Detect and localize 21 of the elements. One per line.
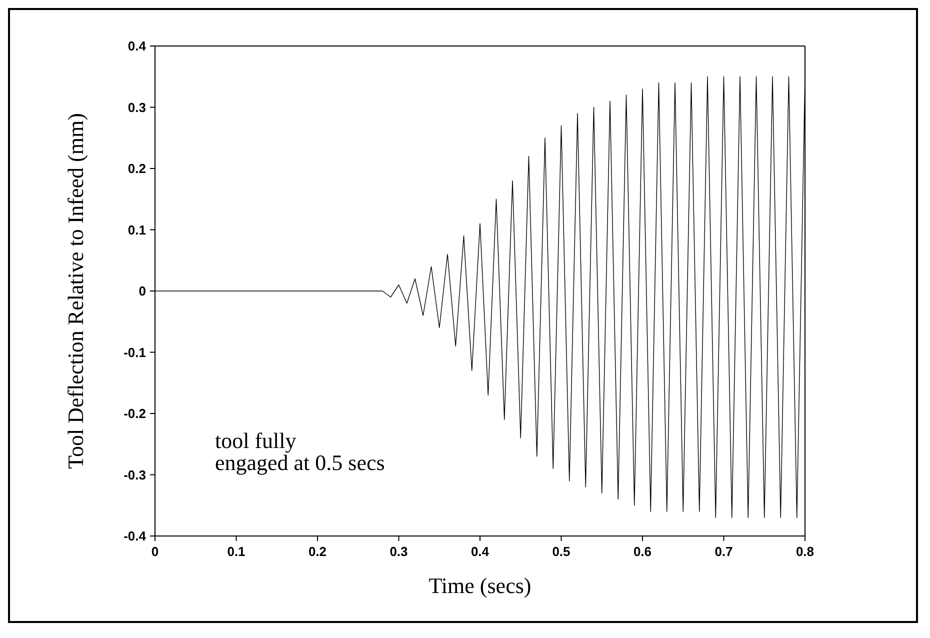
annotation: tool fully engaged at 0.5 secs bbox=[215, 428, 385, 475]
x-tick-label: 0 bbox=[151, 544, 159, 560]
y-tick-label: -0.1 bbox=[124, 344, 146, 360]
x-tick-label: 0.2 bbox=[308, 544, 327, 560]
x-tick-label: 0.8 bbox=[796, 544, 814, 560]
x-axis-title: Time (secs) bbox=[428, 573, 532, 598]
y-tick-label: 0.3 bbox=[128, 100, 146, 115]
y-tick-label: 0 bbox=[138, 284, 146, 299]
y-tick-label: 0.2 bbox=[128, 161, 146, 176]
y-axis-title: Tool Deflection Relative to Infeed (mm) bbox=[62, 113, 88, 469]
y-tick-label: 0.4 bbox=[128, 38, 147, 54]
y-tick-label: -0.3 bbox=[124, 467, 146, 482]
x-tick-label: 0.1 bbox=[227, 544, 246, 560]
x-tick-label: 0.4 bbox=[470, 544, 490, 560]
y-tick-label: 0.1 bbox=[128, 222, 146, 238]
y-tick-label: -0.2 bbox=[124, 406, 146, 422]
x-tick-label: 0.3 bbox=[390, 544, 408, 560]
x-tick-label: 0.6 bbox=[633, 544, 652, 560]
y-tick-label: -0.4 bbox=[124, 528, 147, 544]
x-tick-label: 0.5 bbox=[552, 544, 570, 560]
x-tick-label: 0.7 bbox=[714, 544, 733, 560]
